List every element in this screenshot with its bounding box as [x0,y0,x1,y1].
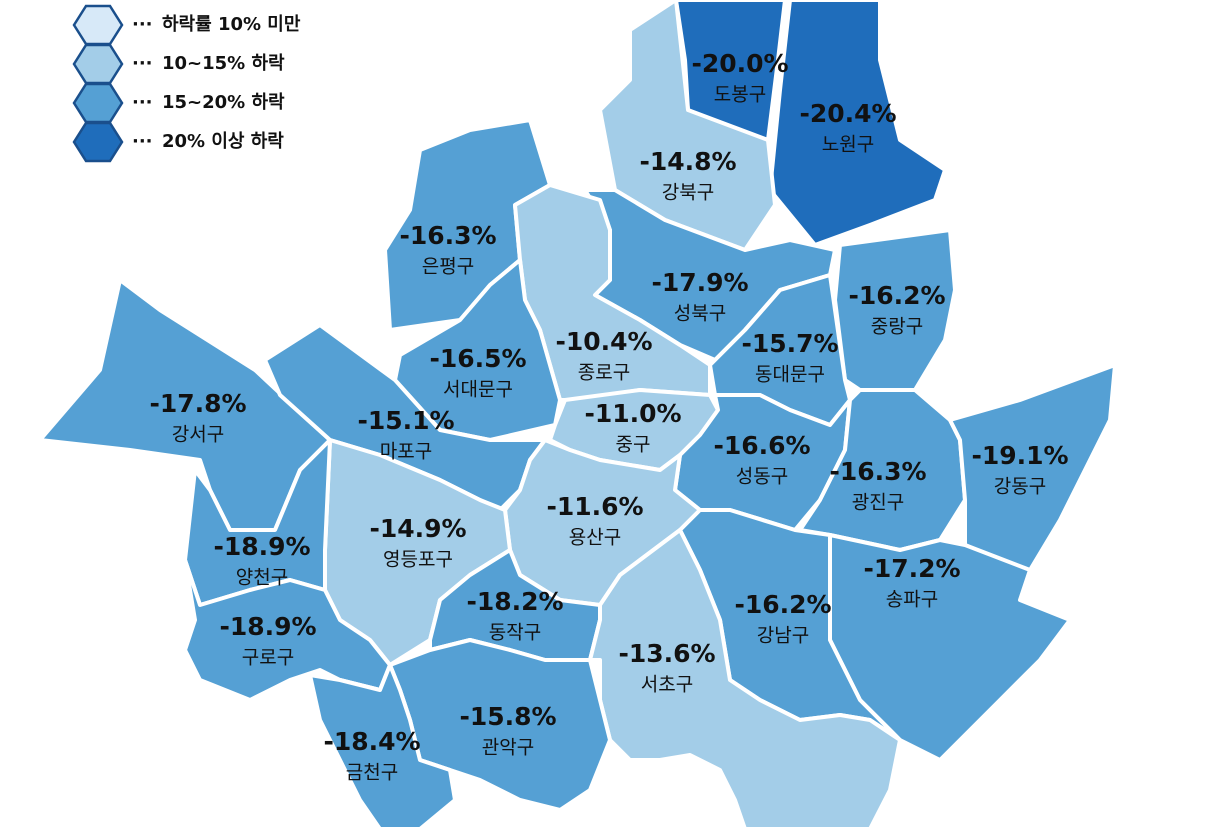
district-value: -15.7% [741,329,838,358]
district-name: 종로구 [578,362,630,384]
district-value: -16.3% [399,221,496,250]
district-name: 광진구 [852,492,904,514]
district-value: -10.4% [555,327,652,356]
district-name: 강동구 [994,476,1046,498]
district-name: 관악구 [482,737,534,759]
district-value: -13.6% [618,639,715,668]
district-value: -11.0% [584,399,681,428]
district-name: 성북구 [674,303,726,325]
district-value: -16.2% [848,281,945,310]
district-value: -16.3% [829,457,926,486]
district-area [948,363,1117,572]
legend-swatch [72,43,124,85]
district-value: -16.5% [429,344,526,373]
district-area [308,663,457,829]
legend-label: 하락률 10% 미만 [162,14,301,35]
legend-label: 20% 이상 하락 [162,131,284,152]
district-name: 서초구 [641,674,693,696]
legend-leader: ··· [132,131,153,152]
legend-swatch [72,4,124,46]
district-area [768,0,947,247]
district-name: 영등포구 [383,549,453,571]
district-name: 동대문구 [755,364,825,386]
district-value: -16.6% [713,431,810,460]
district-value: -15.8% [459,702,556,731]
district-name: 도봉구 [714,84,766,106]
district-name: 강남구 [757,625,809,647]
district-name: 서대문구 [443,379,513,401]
district-name: 노원구 [822,134,874,156]
district-value: -17.8% [149,389,246,418]
district-name: 마포구 [380,441,432,463]
district-name: 중구 [616,434,651,456]
legend-leader: ··· [132,92,153,113]
district-name: 양천구 [236,567,288,589]
district-name: 용산구 [569,527,621,549]
district-value: -17.2% [863,554,960,583]
legend-leader: ··· [132,14,153,35]
district-value: -14.9% [369,514,466,543]
district-value: -14.8% [639,147,736,176]
district-name: 송파구 [886,589,938,611]
district-value: -18.2% [466,587,563,616]
district-value: -16.2% [734,590,831,619]
district-value: -11.6% [546,492,643,521]
district-value: -15.1% [357,406,454,435]
district-value: -18.9% [213,532,310,561]
legend-swatch [72,82,124,124]
district-name: 중랑구 [871,316,923,338]
district-value: -20.4% [799,99,896,128]
district-value: -17.9% [651,268,748,297]
legend-label: 15~20% 하락 [162,92,285,113]
legend-leader: ··· [132,53,153,74]
legend-swatch [72,121,124,163]
district-name: 구로구 [242,647,294,669]
district-value: -20.0% [691,49,788,78]
district-value: -18.9% [219,612,316,641]
district-name: 금천구 [346,762,398,784]
district-name: 성동구 [736,466,788,488]
district-name: 강북구 [662,182,714,204]
district-value: -19.1% [971,441,1068,470]
district-name: 은평구 [422,256,474,278]
district-area [393,258,562,442]
district-value: -18.4% [323,727,420,756]
district-name: 동작구 [489,622,541,644]
district-name: 강서구 [172,424,224,446]
district-area [833,228,957,392]
legend-label: 10~15% 하락 [162,53,285,74]
